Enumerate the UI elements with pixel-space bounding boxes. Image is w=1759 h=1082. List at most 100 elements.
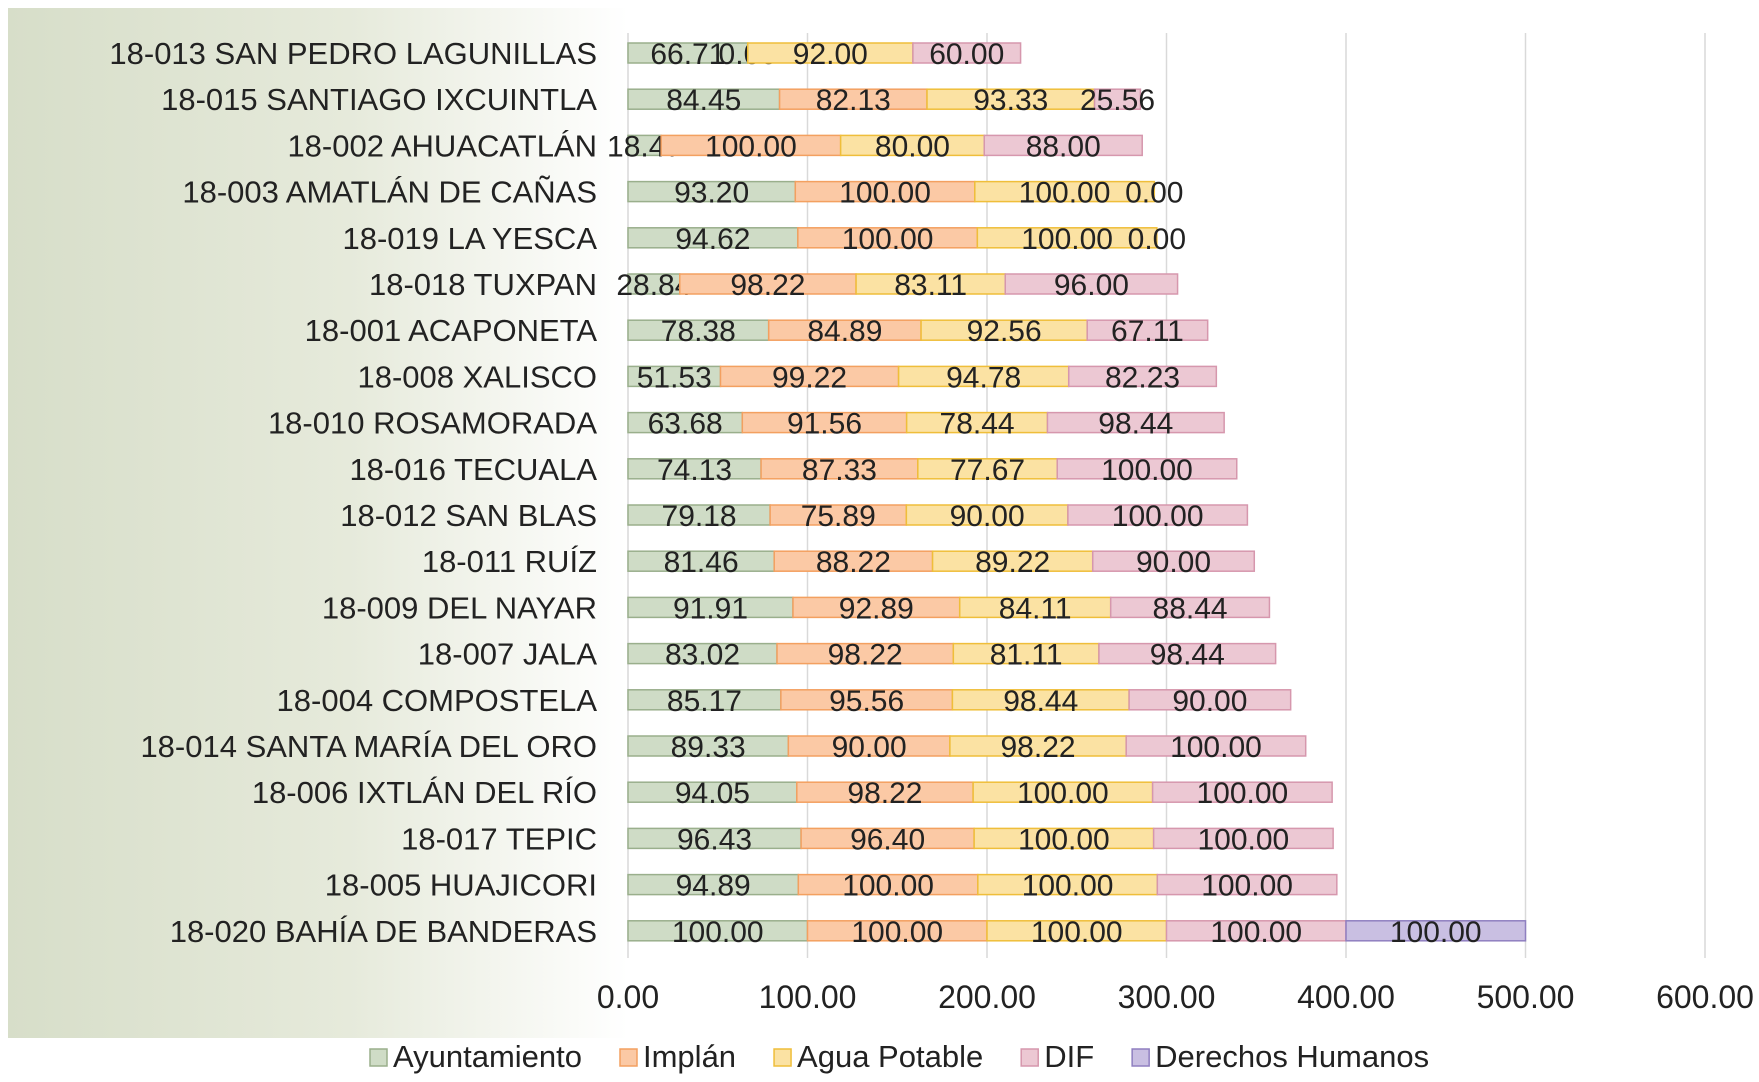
data-label: 25.56 — [1080, 84, 1155, 117]
bar-dif — [1098, 642, 1277, 665]
category-label: 18-020 BAHÍA DE BANDERAS — [170, 914, 597, 949]
category-label: 18-008 XALISCO — [357, 359, 597, 394]
bar-dif — [1125, 735, 1307, 757]
data-label: 100.00 — [842, 223, 934, 256]
data-label: 28.84 — [616, 269, 691, 302]
data-label: 100.00 — [1170, 731, 1262, 764]
data-label: 100.00 — [672, 916, 764, 949]
data-label: 0.00 — [1128, 223, 1186, 256]
data-label: 84.11 — [999, 592, 1072, 625]
legend-label-ayuntamiento: Ayuntamiento — [393, 1039, 582, 1074]
data-label: 82.23 — [1105, 361, 1180, 394]
category-label: 18-004 COMPOSTELA — [277, 683, 598, 718]
data-label: 66.71 — [650, 38, 725, 71]
x-tick-label: 600.00 — [1656, 979, 1754, 1015]
bar-dif — [1109, 596, 1271, 619]
legend-label-implan: Implán — [643, 1039, 736, 1074]
bar-dif — [1156, 873, 1338, 896]
category-label: 18-003 AMATLÁN DE CAÑAS — [182, 175, 597, 210]
category-labels: 18-013 SAN PEDRO LAGUNILLAS 18-015 SANTIA… — [109, 36, 597, 949]
data-label: 98.22 — [847, 777, 922, 810]
category-label: 18-014 SANTA MARÍA DEL ORO — [140, 729, 597, 764]
category-label: 18-009 DEL NAYAR — [322, 590, 597, 625]
data-label: 89.33 — [671, 731, 746, 764]
data-label: 78.44 — [940, 408, 1015, 441]
bar-dif — [1152, 827, 1334, 850]
bars: 66.71 0.00 92.00 60.00 84.45 82.13 93.33 25.56 1… — [607, 38, 1527, 949]
bar-dif — [912, 42, 1022, 64]
bar-dif — [1004, 273, 1179, 295]
data-label: 88.22 — [816, 546, 891, 579]
data-label: 100.00 — [1390, 916, 1482, 949]
data-label: 98.44 — [1098, 408, 1173, 441]
data-label: 77.67 — [950, 454, 1025, 487]
category-label: 18-013 SAN PEDRO LAGUNILLAS — [109, 36, 597, 71]
legend: Ayuntamiento Implán Agua Potable DIF Derecho… — [369, 1039, 1429, 1074]
legend-label-agua-potable: Agua Potable — [797, 1039, 983, 1074]
data-label: 87.33 — [802, 454, 877, 487]
data-label: 100.00 — [1201, 870, 1293, 903]
x-tick-label: 300.00 — [1118, 979, 1216, 1015]
data-label: 81.46 — [664, 546, 739, 579]
bar-dif — [1151, 781, 1333, 803]
legend-swatch-dif — [1020, 1048, 1039, 1067]
bar-dif — [983, 134, 1143, 157]
data-label: 83.02 — [665, 639, 740, 672]
category-label: 18-007 JALA — [418, 637, 598, 672]
category-label: 18-016 TECUALA — [349, 452, 597, 487]
legend-label-dif: DIF — [1044, 1039, 1094, 1074]
category-label: 18-010 ROSAMORADA — [268, 406, 597, 441]
x-tick-label: 400.00 — [1297, 979, 1395, 1015]
data-label: 84.89 — [807, 315, 882, 348]
data-label: 63.68 — [648, 408, 723, 441]
legend-swatch-agua-potable — [773, 1048, 792, 1067]
data-label: 100.00 — [1112, 500, 1204, 533]
data-label: 91.56 — [787, 408, 862, 441]
legend-swatch-implan — [619, 1048, 638, 1067]
x-tick-label: 100.00 — [759, 979, 857, 1015]
data-label: 0.00 — [1125, 177, 1183, 210]
data-label: 100.00 — [1017, 777, 1109, 810]
bar-dif — [1046, 411, 1225, 434]
data-label: 78.38 — [661, 315, 736, 348]
x-tick-label: 500.00 — [1477, 979, 1575, 1015]
data-label: 100.00 — [1210, 916, 1302, 949]
data-label: 94.78 — [946, 361, 1021, 394]
data-label: 74.13 — [657, 454, 732, 487]
data-label: 93.33 — [973, 84, 1048, 117]
data-label: 88.00 — [1026, 130, 1101, 163]
category-label: 18-019 LA YESCA — [343, 221, 598, 256]
category-label: 18-012 SAN BLAS — [340, 498, 597, 533]
data-label: 96.00 — [1054, 269, 1129, 302]
data-label: 60.00 — [929, 38, 1004, 71]
data-label: 100.00 — [851, 916, 943, 949]
data-label: 100.00 — [1196, 777, 1288, 810]
data-label: 90.00 — [832, 731, 907, 764]
bar-dif — [1091, 550, 1256, 572]
bar-dif — [1128, 689, 1292, 711]
data-label: 81.11 — [990, 639, 1063, 672]
data-label: 92.89 — [839, 592, 914, 625]
bar-dif — [1067, 504, 1249, 526]
data-label: 100.00 — [842, 870, 934, 903]
plot-background-panel — [8, 8, 628, 1038]
data-label: 100.00 — [705, 130, 797, 163]
category-label: 18-005 HUAJICORI — [325, 868, 597, 903]
data-label: 98.44 — [1003, 685, 1078, 718]
data-label: 83.11 — [894, 269, 967, 302]
data-label: 90.00 — [950, 500, 1025, 533]
data-label: 99.22 — [772, 361, 847, 394]
category-label: 18-018 TUXPAN — [369, 267, 597, 302]
data-label: 95.56 — [829, 685, 904, 718]
data-label: 100.00 — [1021, 223, 1113, 256]
x-tick-label: 0.00 — [597, 979, 659, 1015]
data-label: 100.00 — [1101, 454, 1193, 487]
data-label: 90.00 — [1136, 546, 1211, 579]
data-label: 75.89 — [801, 500, 876, 533]
bar-derechos-humanos — [1345, 920, 1527, 942]
data-label: 88.44 — [1153, 592, 1228, 625]
data-label: 79.18 — [662, 500, 737, 533]
data-label: 94.05 — [675, 777, 750, 810]
data-label: 51.53 — [637, 361, 712, 394]
x-tick-labels: 0.00 100.00 200.00 300.00 400.00 500.00 600.00 — [597, 979, 1754, 1015]
